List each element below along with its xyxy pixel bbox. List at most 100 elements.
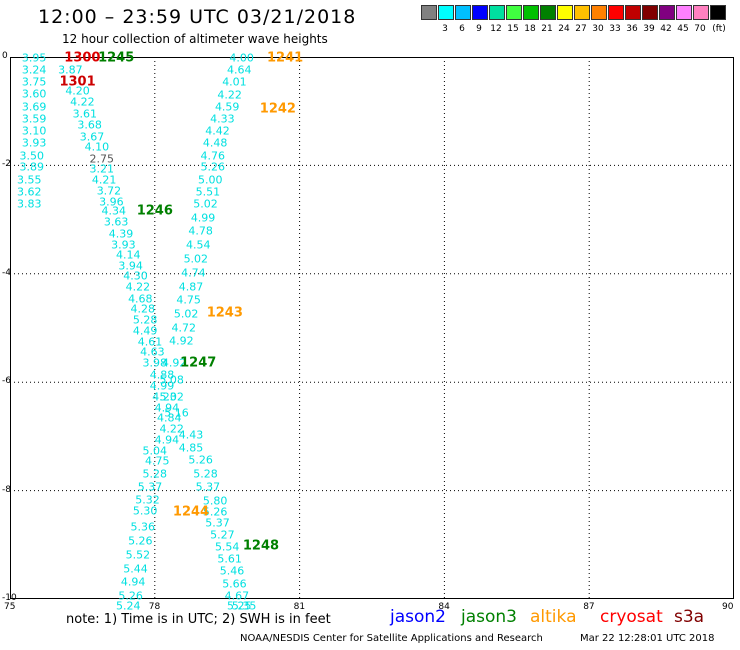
legend-swatch [557,5,573,20]
y-tick-label: -8 [2,485,11,495]
swh-value: 4.10 [85,142,110,153]
pass-time-label: 1241 [267,52,303,65]
pass-time-label: 1247 [180,356,216,369]
swh-value: 4.42 [205,126,230,137]
page-subtitle: 12 hour collection of altimeter wave hei… [62,32,328,46]
legend-swatch [625,5,641,20]
swh-value: 5.37 [196,482,221,493]
swh-value: 4.92 [169,336,194,347]
legend-swatch [693,5,709,20]
swh-value: 3.50 [19,150,44,161]
map-grid [10,57,734,599]
swh-value: 3.68 [77,120,102,131]
swh-value: 3.89 [19,162,44,173]
swh-value: 3.95 [22,53,47,64]
swh-value: 4.00 [229,53,254,64]
swh-value: 3.75 [22,77,47,88]
swh-value: 4.48 [203,138,228,149]
swh-value: 5.26 [128,536,153,547]
swh-value: 5.27 [210,529,235,540]
legend-swatch [574,5,590,20]
swh-value: 5.46 [220,566,245,577]
swh-value: 3.24 [22,64,47,75]
satellite-name: s3a [674,607,704,627]
swh-value: 4.59 [215,101,240,112]
swh-value: 4.01 [222,77,247,88]
swh-value: 5.36 [130,521,155,532]
swh-value: 5.37 [138,482,163,493]
swh-value: 3.87 [58,64,83,75]
pass-time-label: 1245 [98,52,134,65]
y-tick-label: -10 [2,593,17,603]
swh-value: 4.74 [181,268,206,279]
y-tick-label: -6 [2,376,11,386]
swh-value: 5.02 [174,309,199,320]
pass-time-label: 1244 [173,506,209,519]
swh-value: 5.02 [184,253,209,264]
pass-time-label: 1248 [243,539,279,552]
swh-value: 4.22 [126,282,151,293]
x-tick-label: 75 [4,602,15,612]
swh-value: 3.55 [17,174,42,185]
swh-value: 4.54 [186,239,211,250]
swh-value: 5.24 [116,601,141,612]
pass-time-label: 1300 [64,52,100,65]
legend-swatch [608,5,624,20]
legend-swatch [540,5,556,20]
satellite-name: jason3 [461,607,517,627]
swh-value: 3.62 [17,186,42,197]
swh-value: 5.00 [198,174,223,185]
swh-value: 5.08 [159,375,184,386]
swh-value: 4.76 [200,150,225,161]
map-plot-area: 3.95 3.24 3.75 3.60 3.69 3.59 3.10 3.93 3.50 3.89… [10,57,734,599]
pass-time-label: 1301 [59,76,95,89]
x-tick-label: 90 [722,602,733,612]
x-tick-label: 87 [583,602,594,612]
satellite-name: jason2 [390,607,446,627]
y-tick-label: 0 [2,51,8,61]
swh-value: 4.39 [109,228,134,239]
swh-value: 4.43 [179,429,204,440]
swh-value: 4.75 [145,455,170,466]
x-tick-label: 78 [149,602,160,612]
legend-swatch [506,5,522,20]
page-title: 12:00 – 23:59 UTC 03/21/2018 [38,6,356,28]
swh-value: 5.26 [188,455,213,466]
swh-value: 3.10 [22,126,47,137]
credit-line: NOAA/NESDIS Center for Satellite Applica… [240,633,543,644]
pass-time-label: 1243 [207,306,243,319]
swh-value: 5.26 [200,162,225,173]
legend-swatch [676,5,692,20]
swh-value: 5.28 [143,469,168,480]
legend-swatch [642,5,658,20]
legend-swatch [438,5,454,20]
swh-value: 4.94 [121,577,146,588]
swh-value: 4.33 [210,113,235,124]
swh-value: 3.59 [22,113,47,124]
map-frame [11,58,734,599]
legend-swatch [659,5,675,20]
swh-value: 4.87 [179,281,204,292]
swh-value: 4.22 [217,89,242,100]
pass-time-label: 1246 [137,205,173,218]
footer-note: note: 1) Time is in UTC; 2) SWH is in fe… [66,612,331,627]
swh-value: 5.61 [217,553,242,564]
swh-value: 5.02 [159,391,184,402]
legend-unit: (ft) [707,24,731,34]
swh-value: 3.60 [22,89,47,100]
swh-value: 4.72 [172,322,197,333]
swh-value: 4.49 [133,325,158,336]
legend-swatch [455,5,471,20]
swh-value: 5.28 [193,468,218,479]
x-tick-label: 81 [294,602,305,612]
swh-value: 5.02 [193,199,218,210]
legend-swatch [421,5,437,20]
swh-value: 3.63 [104,217,129,228]
legend-swatch [472,5,488,20]
swh-value: 4.78 [188,226,213,237]
swh-value: 5.44 [123,564,148,575]
y-tick-label: -4 [2,268,11,278]
pass-time-label: 1242 [260,103,296,116]
swh-value: 4.99 [191,212,216,223]
swh-value: 3.69 [22,101,47,112]
